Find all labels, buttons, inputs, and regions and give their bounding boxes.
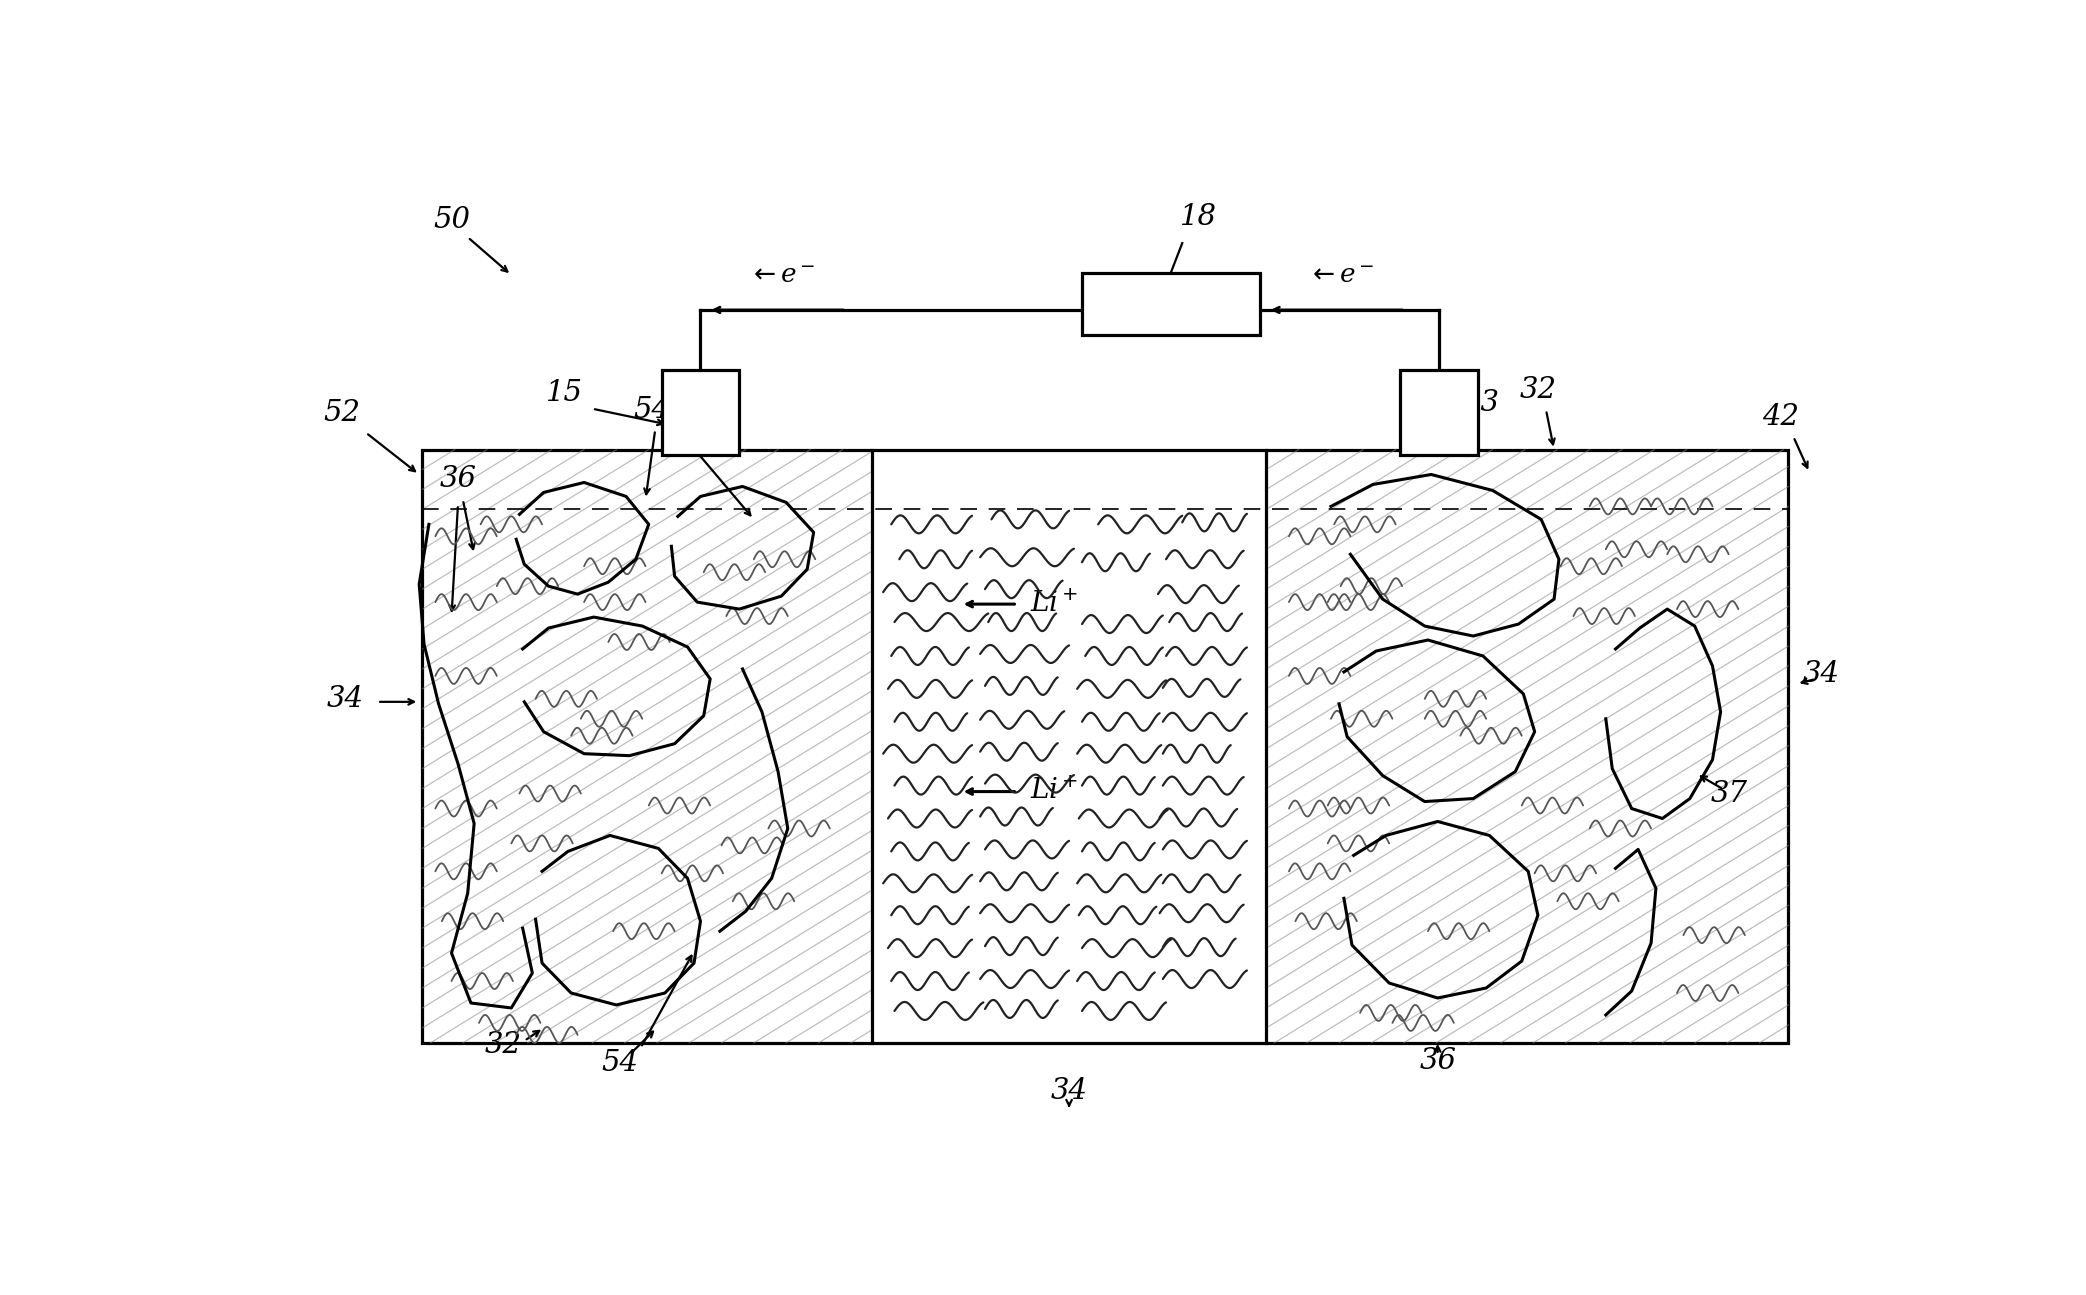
Text: 36: 36 (1418, 1046, 1456, 1075)
Text: 54: 54 (634, 396, 670, 423)
Text: 52: 52 (323, 399, 361, 426)
Text: 32: 32 (1519, 376, 1556, 404)
Text: 34: 34 (1051, 1076, 1087, 1105)
Text: 34: 34 (1802, 660, 1840, 688)
Text: 32: 32 (484, 1031, 522, 1059)
Bar (421, 449, 1788, 1042)
Text: 36: 36 (440, 465, 476, 493)
Text: 18: 18 (1181, 203, 1216, 232)
Text: $\leftarrow$e$^-$: $\leftarrow$e$^-$ (747, 263, 816, 287)
Text: 37: 37 (1711, 780, 1748, 808)
Text: $\leftarrow$e$^-$: $\leftarrow$e$^-$ (1308, 263, 1375, 287)
Bar (1400, 370, 1479, 455)
Text: 15: 15 (547, 378, 584, 407)
Text: 50: 50 (434, 206, 469, 234)
Text: Li$^+$: Li$^+$ (1030, 591, 1078, 618)
Text: 13: 13 (1462, 388, 1500, 417)
Bar (661, 370, 738, 455)
Text: 54: 54 (601, 1049, 638, 1077)
Text: 34: 34 (325, 685, 363, 712)
Bar (1083, 273, 1260, 335)
Text: 42: 42 (1763, 403, 1798, 431)
Text: Li$^+$: Li$^+$ (1030, 778, 1078, 805)
